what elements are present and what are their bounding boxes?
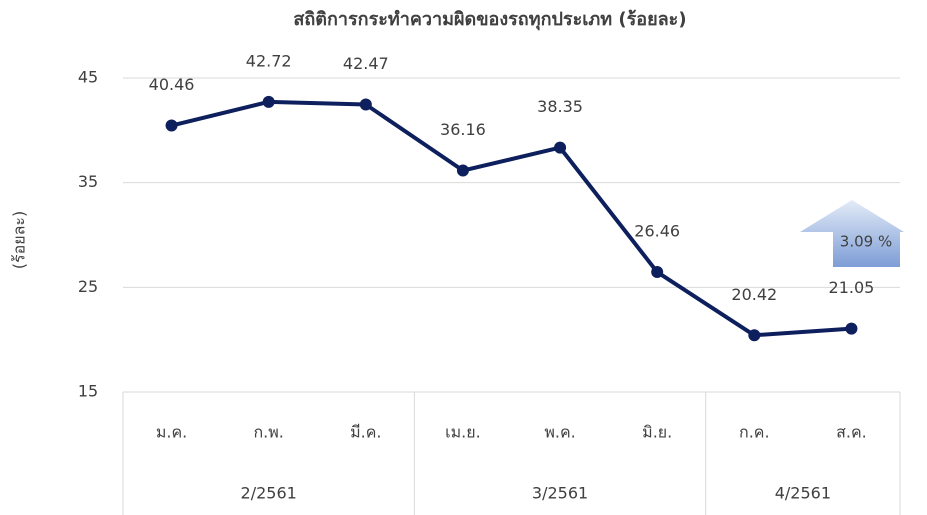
group-label: 3/2561 [532,484,588,503]
x-tick-label: ส.ค. [836,423,867,442]
trend-arrow [800,200,904,267]
chart-title: สถิติการกระทำความผิดของรถทุกประเภท (ร้อย… [293,9,686,31]
data-label: 42.72 [246,51,292,70]
y-tick-label: 25 [78,277,98,296]
x-tick-label: มี.ค. [350,423,381,442]
x-tick-label: มิ.ย. [642,423,672,442]
data-line [171,99,852,338]
x-tick-label: ก.พ. [253,423,283,442]
data-point [651,266,664,279]
x-tick-label: ม.ค. [156,423,187,442]
x-tick-label: พ.ค. [544,423,575,442]
data-label: 21.05 [829,278,875,297]
data-point [456,164,469,177]
group-label: 2/2561 [241,484,297,503]
data-point [845,322,858,335]
y-tick-label: 45 [78,68,98,87]
data-label: 40.46 [149,75,195,94]
y-axis-label: (ร้อยละ) [10,211,29,269]
data-point [165,119,178,132]
data-point [748,329,761,342]
y-tick-label: 35 [78,172,98,191]
group-label: 4/2561 [775,484,831,503]
data-label: 20.42 [731,285,777,304]
data-label: 36.16 [440,120,486,139]
data-point [262,95,275,108]
y-tick-label: 15 [78,382,98,401]
data-point [359,98,372,111]
annotation: 3.09 % [840,233,892,251]
data-label: 42.47 [343,54,389,73]
x-tick-label: ก.ค. [739,423,770,442]
data-point [554,141,567,154]
data-label: 26.46 [634,222,680,241]
data-label: 38.35 [537,97,583,116]
x-tick-label: เม.ย. [445,423,481,442]
